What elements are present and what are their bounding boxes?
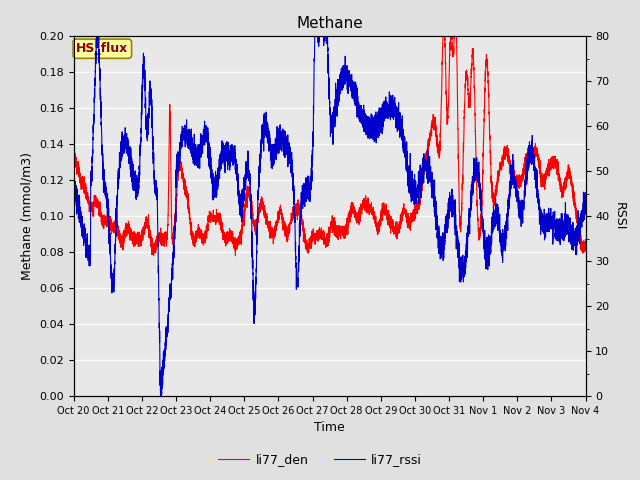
Y-axis label: Methane (mmol/m3): Methane (mmol/m3) xyxy=(20,152,33,280)
li77_rssi xyxy=(266,131,273,137)
li77_rssi xyxy=(377,120,385,126)
Y-axis label: RSSI: RSSI xyxy=(613,202,626,230)
li77_rssi xyxy=(93,33,100,39)
Legend: li77_den, li77_rssi: li77_den, li77_rssi xyxy=(213,448,427,471)
li77_den xyxy=(150,253,157,259)
li77_den xyxy=(440,24,447,30)
li77_den xyxy=(403,220,410,226)
li77_den xyxy=(163,234,170,240)
li77_rssi xyxy=(491,220,499,226)
li77_den xyxy=(452,24,460,30)
li77_den xyxy=(266,227,273,232)
li77_rssi xyxy=(70,180,77,185)
li77_rssi xyxy=(582,194,589,200)
li77_den xyxy=(582,244,589,250)
li77_rssi xyxy=(403,151,411,156)
Line: li77_rssi: li77_rssi xyxy=(74,36,586,396)
X-axis label: Time: Time xyxy=(314,421,345,434)
li77_rssi xyxy=(452,231,460,237)
li77_rssi xyxy=(163,333,171,338)
li77_den xyxy=(377,222,385,228)
li77_rssi xyxy=(157,393,164,399)
Line: li77_den: li77_den xyxy=(74,27,586,256)
Title: Methane: Methane xyxy=(296,16,363,31)
li77_den xyxy=(70,163,77,169)
Text: HS_flux: HS_flux xyxy=(76,42,129,55)
li77_den xyxy=(491,198,499,204)
